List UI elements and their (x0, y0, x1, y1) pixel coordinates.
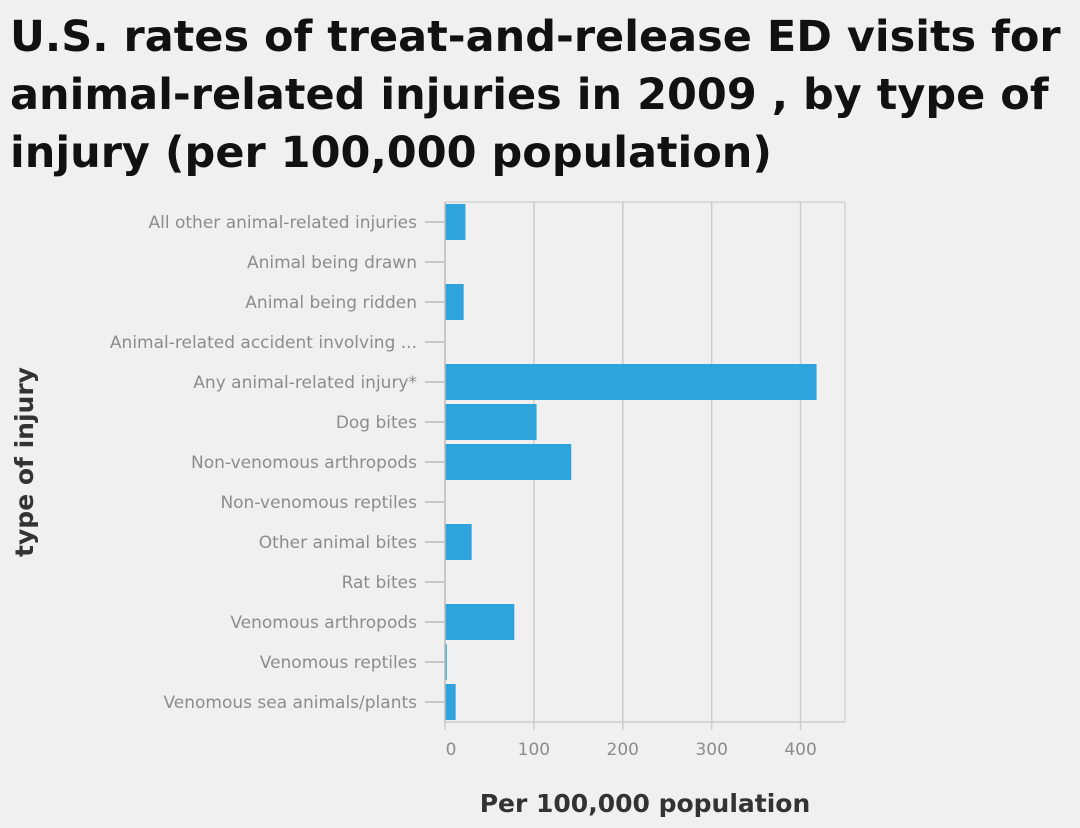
y-tick-label: Venomous arthropods (230, 613, 417, 633)
bar-venomous-reptiles (445, 644, 447, 680)
bars (445, 204, 817, 720)
x-axis-title: Per 100,000 population (480, 789, 811, 818)
x-tick-label: 400 (784, 740, 816, 760)
x-tick-label: 0 (446, 740, 457, 760)
y-tick-label: Non-venomous arthropods (191, 453, 417, 473)
y-tick-label: Animal being ridden (245, 293, 417, 313)
y-tick-label: Animal-related accident involving ... (110, 333, 417, 353)
bar-all-other-animal-related-injuries (445, 204, 466, 240)
y-tick-label: Any animal-related injury* (193, 373, 417, 393)
bar-venomous-sea-animals-plants (445, 684, 456, 720)
y-tick-label: All other animal-related injuries (149, 213, 418, 233)
x-tick-label: 200 (607, 740, 639, 760)
y-tick-label: Animal being drawn (247, 253, 417, 273)
y-tick-label: Non-venomous reptiles (220, 493, 417, 513)
grid-lines (445, 201, 846, 722)
y-axis-title: type of injury (10, 367, 39, 557)
bar-non-venomous-arthropods (445, 444, 572, 480)
y-tick-label: Dog bites (336, 413, 417, 433)
x-tick-label: 100 (518, 740, 550, 760)
tick-labels: 0 100 200 300 400 All other animal-related in… (110, 213, 817, 760)
y-tick-label: Rat bites (342, 573, 418, 593)
bar-animal-being-ridden (445, 284, 464, 320)
bar-other-animal-bites (445, 524, 472, 560)
axes (425, 202, 845, 730)
y-tick-label: Other animal bites (259, 533, 417, 553)
x-tick-label: 300 (695, 740, 727, 760)
y-tick-label: Venomous reptiles (260, 653, 417, 673)
chart-title: U.S. rates of treat-and-release ED visit… (10, 12, 1061, 178)
y-tick-label: Venomous sea animals/plants (163, 693, 417, 713)
bar-any-animal-related-injury (445, 364, 817, 400)
bar-dog-bites (445, 404, 537, 440)
bar-venomous-arthropods (445, 604, 515, 640)
